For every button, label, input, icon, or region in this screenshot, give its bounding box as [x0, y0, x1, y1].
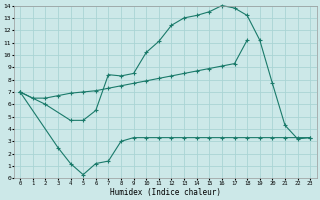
X-axis label: Humidex (Indice chaleur): Humidex (Indice chaleur) — [110, 188, 220, 197]
